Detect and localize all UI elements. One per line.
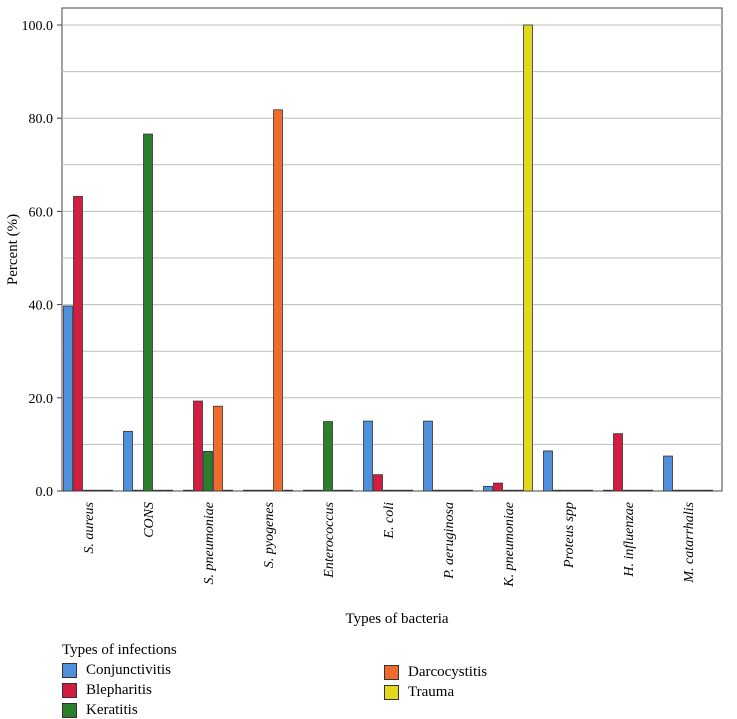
bar bbox=[573, 489, 583, 492]
legend-swatch bbox=[62, 703, 77, 718]
bar bbox=[143, 133, 153, 492]
bar bbox=[683, 489, 693, 492]
bar bbox=[433, 489, 443, 492]
bar bbox=[623, 489, 633, 492]
x-tick-label: S. pyogenes bbox=[262, 501, 277, 568]
bar bbox=[313, 489, 323, 492]
legend-label: Conjunctivitis bbox=[86, 662, 172, 678]
bar bbox=[673, 489, 683, 492]
bar bbox=[333, 489, 343, 492]
x-tick-label: E. coli bbox=[382, 502, 397, 540]
bar bbox=[563, 489, 573, 492]
bar bbox=[203, 450, 213, 492]
bar bbox=[253, 489, 263, 492]
bar bbox=[273, 109, 283, 492]
bar bbox=[223, 489, 233, 492]
bar bbox=[393, 489, 403, 492]
bar bbox=[283, 489, 293, 492]
y-tick-label: 60.0 bbox=[29, 205, 54, 220]
y-tick-label: 40.0 bbox=[29, 299, 54, 314]
bar bbox=[703, 489, 713, 492]
x-tick-label: K. pneumoniae bbox=[502, 502, 517, 588]
legend-label: Trauma bbox=[408, 684, 455, 700]
legend-label: Keratitis bbox=[86, 702, 138, 718]
bar bbox=[553, 489, 563, 492]
legend-item: Keratitis bbox=[62, 702, 138, 719]
bar bbox=[183, 489, 193, 492]
bar bbox=[613, 433, 623, 492]
bar bbox=[153, 489, 163, 492]
x-tick-label: H. influenzae bbox=[622, 502, 637, 578]
bar bbox=[493, 482, 503, 492]
bar bbox=[93, 489, 103, 492]
bar bbox=[453, 489, 463, 492]
legend-swatch bbox=[384, 665, 399, 680]
legend-swatch bbox=[384, 685, 399, 700]
y-tick-label: 0.0 bbox=[36, 485, 54, 500]
y-axis-label: Percent (%) bbox=[5, 214, 21, 285]
x-tick-label: Enterococcus bbox=[322, 501, 337, 578]
bar bbox=[163, 489, 173, 492]
bar bbox=[193, 400, 203, 492]
bar bbox=[513, 489, 523, 492]
legend-title: Types of infections bbox=[62, 642, 177, 658]
bar bbox=[363, 420, 373, 492]
plot-area bbox=[61, 7, 723, 492]
bar bbox=[383, 489, 393, 492]
bar bbox=[663, 455, 673, 492]
bar bbox=[583, 489, 593, 492]
bar bbox=[373, 474, 383, 492]
bar bbox=[693, 489, 703, 492]
legend-item: Trauma bbox=[384, 684, 454, 701]
bar bbox=[523, 24, 533, 492]
bar bbox=[603, 489, 613, 492]
bar bbox=[403, 489, 413, 492]
legend-item: Conjunctivitis bbox=[62, 662, 171, 679]
bar bbox=[423, 420, 433, 492]
bar bbox=[243, 489, 253, 492]
bar bbox=[323, 421, 333, 492]
bar bbox=[103, 489, 113, 492]
chart-legend: Types of infections Conjunctivitis Blepha… bbox=[62, 642, 582, 718]
bar bbox=[133, 489, 143, 492]
y-tick-label: 80.0 bbox=[29, 112, 54, 127]
legend-swatch bbox=[62, 683, 77, 698]
bar bbox=[633, 489, 643, 492]
legend-label: Blepharitis bbox=[86, 682, 152, 698]
bar bbox=[73, 196, 83, 492]
bar bbox=[643, 489, 653, 492]
bar bbox=[503, 489, 513, 492]
x-tick-label: S. aureus bbox=[82, 501, 97, 553]
bar bbox=[303, 489, 313, 492]
bar bbox=[263, 489, 273, 492]
legend-item: Darcocystitis bbox=[384, 664, 487, 681]
bar bbox=[543, 450, 553, 492]
bar bbox=[213, 405, 223, 492]
y-tick-label: 100.0 bbox=[22, 19, 54, 34]
legend-item: Blepharitis bbox=[62, 682, 152, 699]
bar bbox=[443, 489, 453, 492]
bar bbox=[83, 489, 93, 492]
bar-chart: 0.0 20.0 40.0 60.0 80.0 100.0 Percent (%) S. au… bbox=[5, 7, 723, 627]
x-tick-label: CONS bbox=[142, 502, 157, 538]
x-axis-label: Types of bacteria bbox=[345, 611, 448, 627]
y-tick-label: 20.0 bbox=[29, 392, 54, 407]
legend-label: Darcocystitis bbox=[408, 664, 488, 680]
x-tick-label: M. catarrhalis bbox=[682, 501, 697, 583]
bar bbox=[483, 485, 493, 492]
legend-swatch bbox=[62, 663, 77, 678]
bar bbox=[343, 489, 353, 492]
x-tick-label: Proteus spp bbox=[562, 502, 577, 569]
x-tick-label: P. aeruginosa bbox=[442, 502, 457, 580]
x-tick-label: S. pneumoniae bbox=[202, 502, 217, 584]
bar bbox=[463, 489, 473, 492]
bar bbox=[63, 305, 73, 492]
bar bbox=[123, 430, 133, 492]
